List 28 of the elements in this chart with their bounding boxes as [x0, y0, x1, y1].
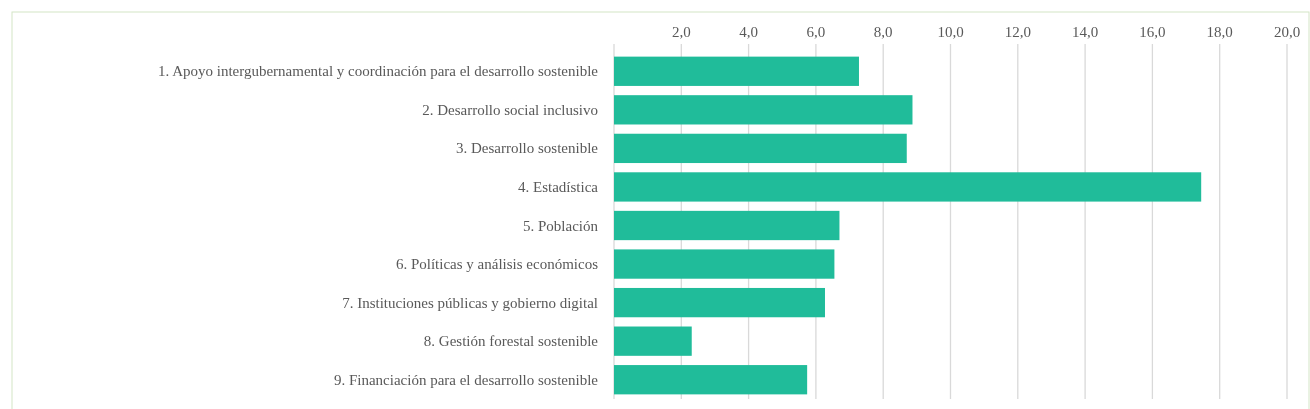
y-tick-label: 8. Gestión forestal sostenible [423, 333, 599, 350]
y-tick-label: 9. Financiación para el desarrollo sostenible [333, 371, 599, 388]
bar [614, 133, 907, 164]
bar [614, 56, 859, 86]
y-tick-label: 4. Estadística [518, 178, 599, 195]
x-tick-label: 20,0 [1273, 24, 1301, 40]
bar [614, 287, 825, 318]
x-tick-label: 10,0 [937, 24, 964, 40]
bar [614, 172, 1202, 202]
y-tick-label: 5. Población [523, 217, 599, 234]
bar [614, 326, 692, 356]
x-tick-label: 12,0 [1004, 24, 1031, 40]
x-tick-label: 14,0 [1071, 24, 1099, 40]
y-tick-label: 7. Instituciones públicas y gobierno digital [342, 294, 598, 311]
y-tick-label: 3. Desarrollo sostenible [455, 140, 599, 157]
y-tick-label: 2. Desarrollo social inclusivo [422, 101, 598, 118]
y-tick-label: 6. Políticas y análisis económicos [395, 256, 599, 273]
x-tick-label: 16,0 [1139, 24, 1166, 40]
bar [614, 365, 808, 395]
x-tick-label: 8,0 [873, 24, 893, 40]
x-tick-label: 4,0 [739, 24, 758, 40]
y-tick-label: 1. Apoyo intergubernamental y coordinación para el desarrollo sostenible [157, 63, 599, 80]
x-tick-label: 2,0 [671, 24, 691, 40]
bar [614, 249, 835, 279]
bar [614, 210, 840, 241]
bar [614, 95, 913, 125]
x-tick-label: 18,0 [1206, 24, 1233, 40]
x-tick-label: 6,0 [806, 24, 826, 40]
